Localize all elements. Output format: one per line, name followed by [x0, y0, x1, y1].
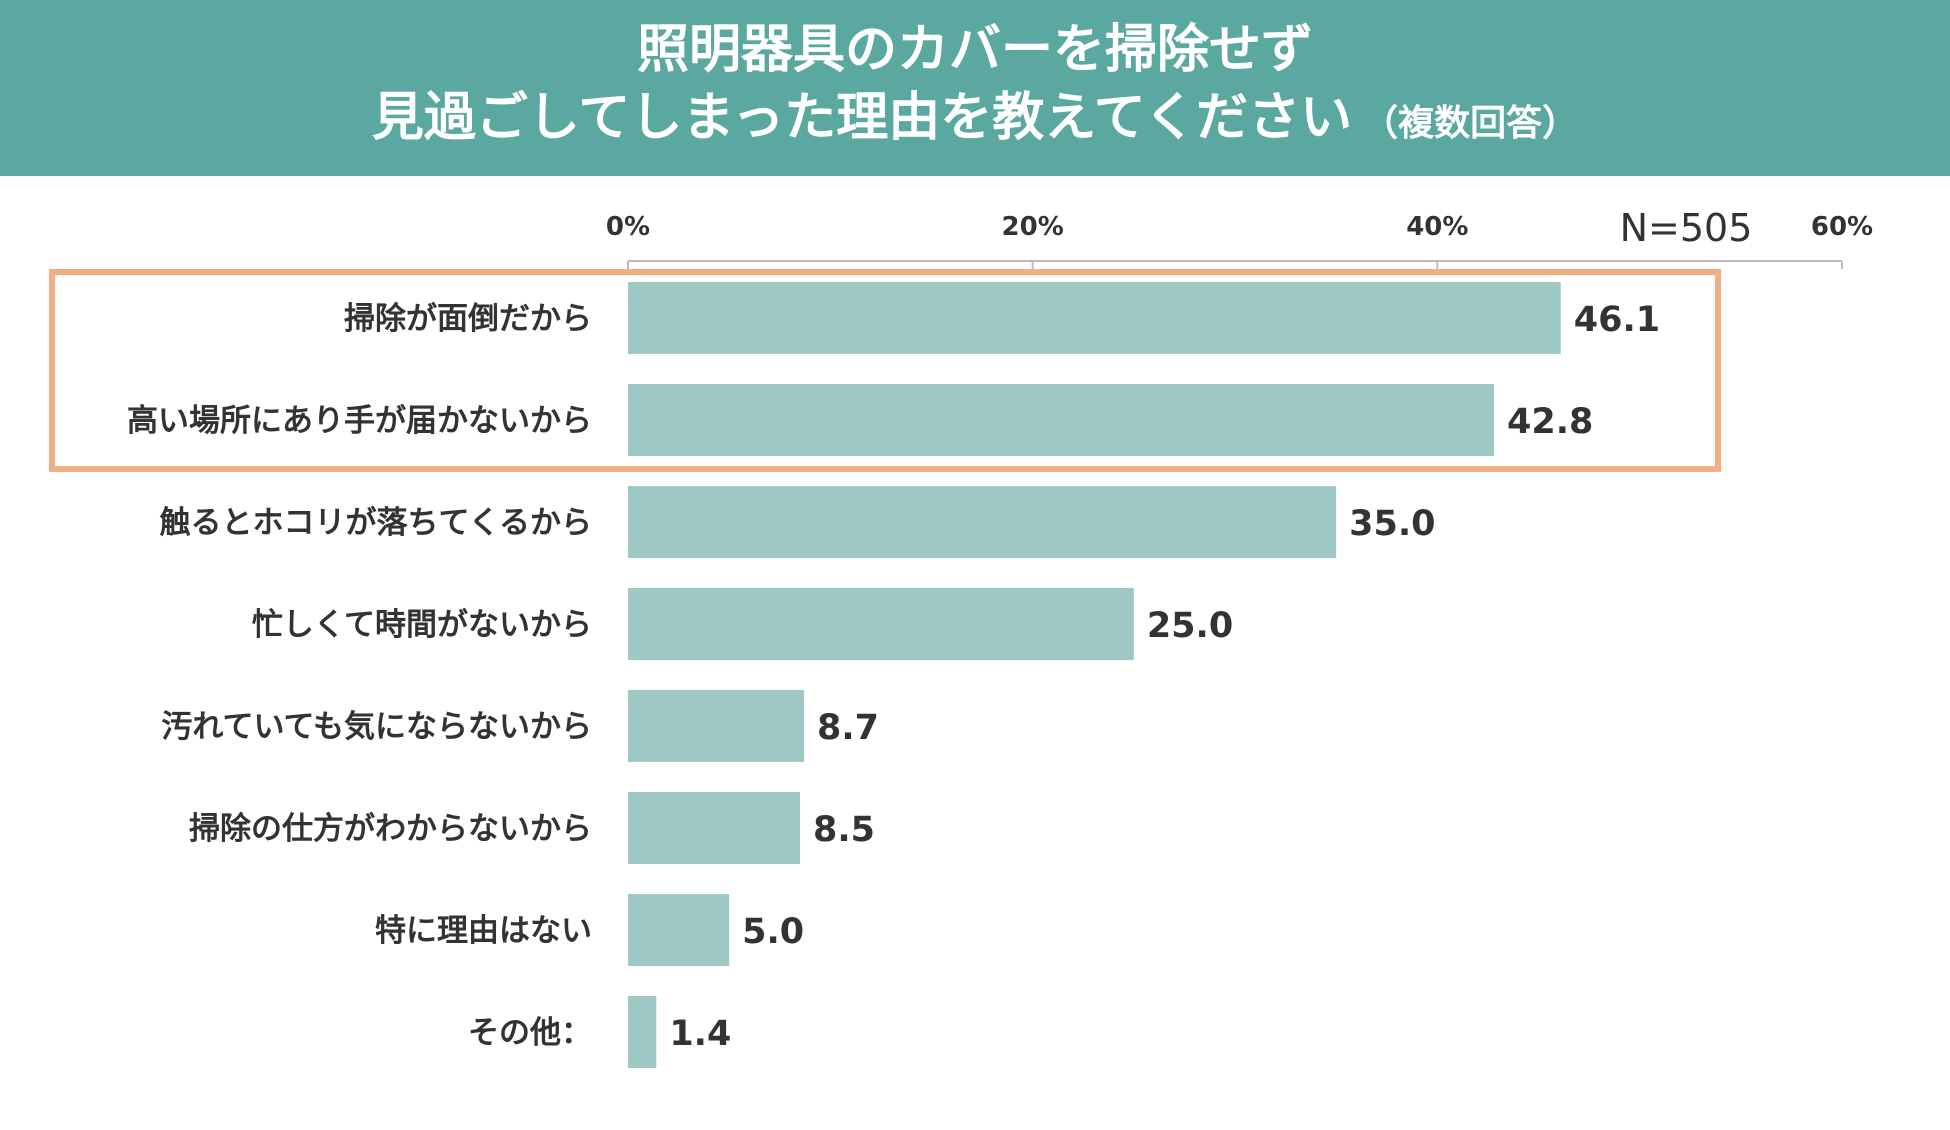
x-tick-label: 20%: [1002, 212, 1064, 242]
chart-title-line1: 照明器具のカバーを掃除せず: [636, 20, 1313, 80]
value-label: 5.0: [742, 912, 804, 952]
category-label: 汚れていても気にならないから: [161, 709, 592, 745]
chart-header: 照明器具のカバーを掃除せず 見過ごしてしまった理由を教えてください （複数回答）: [0, 0, 1950, 176]
bar: [628, 792, 800, 864]
bar: [628, 996, 657, 1068]
value-label: 8.7: [817, 708, 879, 748]
category-label: 掃除の仕方がわからないから: [189, 811, 592, 847]
category-label: 触るとホコリが落ちてくるから: [160, 505, 592, 541]
bar: [628, 486, 1337, 558]
category-label: 掃除が面倒だから: [344, 301, 592, 337]
value-label: 42.8: [1507, 402, 1593, 442]
category-label: 特に理由はない: [375, 913, 592, 949]
x-tick-label: 0%: [606, 212, 650, 242]
sample-size-label: N=505: [1620, 206, 1753, 250]
value-label: 8.5: [813, 810, 875, 850]
bar-chart-area: 0% 20% 40% 60% N=505 掃除が面倒だから 46.1 高い場所にあり手が届かな…: [0, 176, 1950, 1126]
bar: [628, 690, 805, 762]
chart-title-line2: 見過ごしてしまった理由を教えてください （複数回答）: [0, 86, 1950, 156]
value-label: 35.0: [1349, 504, 1435, 544]
bar: [628, 894, 730, 966]
bar: [628, 384, 1494, 456]
category-label: 忙しくて時間がないから: [252, 607, 592, 643]
bar: [628, 282, 1561, 354]
value-label: 46.1: [1574, 300, 1660, 340]
bar: [628, 588, 1134, 660]
bar-chart: 0% 20% 40% 60% N=505 掃除が面倒だから 46.1 高い場所にあり手が届かな…: [49, 206, 1873, 1068]
category-label: 高い場所にあり手が届かないから: [127, 403, 592, 439]
x-tick-label: 40%: [1406, 212, 1468, 242]
chart-title-note: （複数回答）: [1362, 103, 1579, 144]
value-label: 1.4: [669, 1014, 731, 1054]
highlight-box: [49, 269, 1721, 472]
category-label: その他：: [468, 1015, 592, 1051]
chart-title-line2-text: 見過ごしてしまった理由を教えてください: [371, 88, 1353, 148]
value-label: 25.0: [1147, 606, 1233, 646]
x-tick-label: 60%: [1811, 212, 1873, 242]
